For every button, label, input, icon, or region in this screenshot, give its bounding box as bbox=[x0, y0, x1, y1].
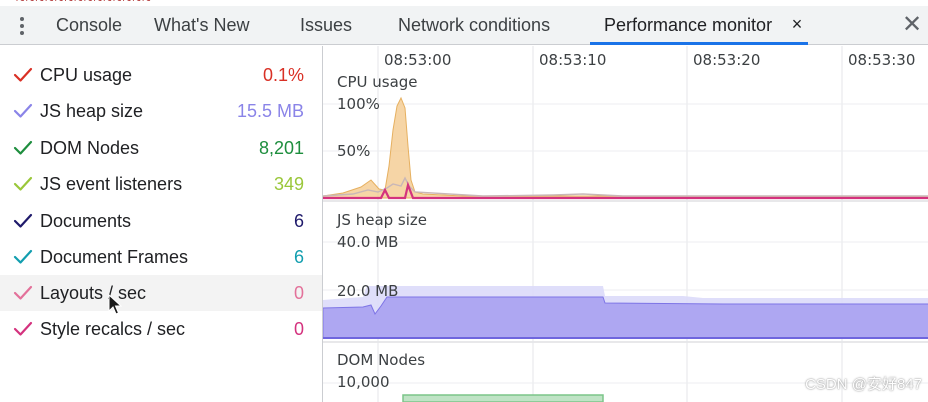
top-strip: ~~~~~~~~~~~~~~ bbox=[0, 0, 928, 6]
tab-whats-new[interactable]: What's New bbox=[154, 15, 250, 35]
dom-scale-top: 10,000 bbox=[337, 373, 390, 391]
time-label: 08:53:10 bbox=[539, 51, 607, 69]
ellipsis-dot bbox=[20, 24, 24, 28]
performance-charts: 08:53:00 08:53:10 08:53:20 08:53:30 CPU … bbox=[322, 46, 928, 402]
ellipsis-dot bbox=[20, 31, 24, 35]
metric-row-js-event-listeners[interactable]: JS event listeners 349 bbox=[0, 166, 322, 202]
cpu-scale-top: 100% bbox=[337, 95, 380, 113]
checkmark-icon[interactable] bbox=[12, 174, 34, 194]
metrics-sidebar: CPU usage 0.1% JS heap size 15.5 MB DOM … bbox=[0, 46, 322, 402]
metric-value: 0 bbox=[293, 319, 304, 339]
metric-value: 15.5 MB bbox=[236, 101, 304, 121]
heap-chart-title: JS heap size bbox=[337, 211, 428, 229]
checkmark-icon[interactable] bbox=[12, 283, 34, 303]
time-label: 08:53:20 bbox=[693, 51, 761, 69]
metric-row-documents[interactable]: Documents 6 bbox=[0, 203, 322, 239]
checkmark-icon[interactable] bbox=[12, 101, 34, 121]
more-tabs-menu-button[interactable] bbox=[12, 15, 32, 37]
close-panel-icon[interactable]: ✕ bbox=[901, 11, 923, 38]
metric-row-dom-nodes[interactable]: DOM Nodes 8,201 bbox=[0, 130, 322, 166]
time-label: 08:53:00 bbox=[384, 51, 452, 69]
metric-value: 8,201 bbox=[258, 138, 304, 158]
checkmark-icon[interactable] bbox=[12, 211, 34, 231]
tab-network-conditions[interactable]: Network conditions bbox=[398, 15, 551, 35]
metric-value: 0.1% bbox=[262, 65, 304, 85]
metric-label: DOM Nodes bbox=[40, 138, 140, 158]
tab-issues[interactable]: Issues bbox=[300, 15, 353, 35]
tab-console[interactable]: Console bbox=[56, 15, 123, 35]
close-tab-icon[interactable]: × bbox=[791, 14, 803, 34]
metric-label: Documents bbox=[40, 211, 132, 231]
cut-off-page-text: ~~~~~~~~~~~~~~ bbox=[16, 0, 152, 6]
vertical-ellipsis-icon bbox=[20, 17, 24, 21]
metric-label: Layouts / sec bbox=[40, 283, 147, 303]
watermark: CSDN @安好847 bbox=[805, 376, 922, 393]
metric-label: CPU usage bbox=[40, 65, 133, 85]
checkmark-icon[interactable] bbox=[12, 319, 34, 339]
metric-row-js-heap-size[interactable]: JS heap size 15.5 MB bbox=[0, 93, 322, 129]
checkmark-icon[interactable] bbox=[12, 138, 34, 158]
checkmark-icon[interactable] bbox=[12, 247, 34, 267]
mouse-pointer-icon bbox=[108, 294, 122, 315]
metric-label: Style recalcs / sec bbox=[40, 319, 186, 339]
tab-performance-monitor[interactable]: Performance monitor bbox=[604, 15, 773, 35]
metrics-timeline-svg bbox=[323, 46, 928, 402]
metric-value: 0 bbox=[293, 283, 304, 303]
devtools-tab-bar: Console What's New Issues Network condit… bbox=[0, 6, 928, 45]
metric-value: 349 bbox=[273, 174, 304, 194]
active-tab-indicator bbox=[590, 42, 808, 45]
metric-row-document-frames[interactable]: Document Frames 6 bbox=[0, 239, 322, 275]
heap-scale-mid: 20.0 MB bbox=[337, 282, 399, 300]
metric-row-style-recalcs-per-sec[interactable]: Style recalcs / sec 0 bbox=[0, 311, 322, 347]
checkmark-icon[interactable] bbox=[12, 65, 34, 85]
metric-value: 6 bbox=[293, 211, 304, 231]
metric-label: JS heap size bbox=[40, 101, 144, 121]
cpu-chart-title: CPU usage bbox=[337, 73, 418, 91]
cpu-scale-mid: 50% bbox=[337, 142, 371, 160]
metric-row-cpu-usage[interactable]: CPU usage 0.1% bbox=[0, 57, 322, 93]
time-label: 08:53:30 bbox=[848, 51, 916, 69]
metric-label: Document Frames bbox=[40, 247, 189, 267]
heap-scale-top: 40.0 MB bbox=[337, 233, 399, 251]
dom-chart-title: DOM Nodes bbox=[337, 351, 426, 369]
metric-row-layouts-per-sec[interactable]: Layouts / sec 0 bbox=[0, 275, 322, 311]
metric-label: JS event listeners bbox=[40, 174, 183, 194]
metric-value: 6 bbox=[293, 247, 304, 267]
